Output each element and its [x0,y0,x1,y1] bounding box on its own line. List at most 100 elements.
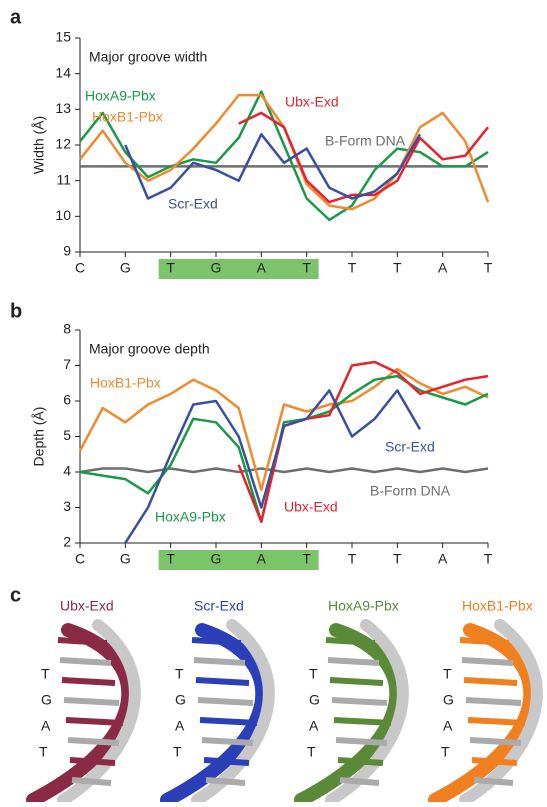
base-pair [331,697,388,706]
base-label: T [41,666,50,682]
series-label: HoxB1-Pbx [90,375,161,391]
base-label: T [309,666,318,682]
y-tick-label: 4 [63,463,71,479]
base-pair [199,717,258,726]
structure-label: Scr-Exd [194,598,244,614]
x-tick-label: G [211,260,222,276]
base-pair [473,777,514,786]
y-tick-label: 8 [63,321,71,337]
base-pair [461,657,514,666]
base-pair [191,637,242,646]
y-tick-label: 6 [63,392,71,408]
x-tick-label: T [302,551,311,567]
y-tick-label: 12 [55,136,71,152]
y-tick-label: 10 [55,207,71,223]
y-tick-label: 9 [63,243,71,259]
backbone [160,623,270,807]
structure-label: Ubx-Exd [60,598,114,614]
base-pair [205,777,246,786]
base-label: A [175,718,185,734]
x-tick-label: T [484,260,493,276]
base-pair [65,717,124,726]
base-label: G [41,692,52,708]
series-line [79,374,489,523]
base-pair [471,757,518,766]
base-pair [469,737,522,746]
x-tick-label: T [302,260,311,276]
y-tick-label: 3 [63,498,71,514]
series-line [79,90,489,222]
series-line [124,389,422,544]
panel-letter: c [10,584,21,606]
y-tick-label: 7 [63,356,71,372]
series-line [79,467,489,474]
series-label: Scr-Exd [168,196,218,212]
backbone [26,623,136,807]
series-line [78,367,489,492]
base-pair [69,757,116,766]
annotation: Major groove depth [89,341,210,357]
base-pair [71,777,112,786]
base-label: A [41,718,51,734]
base-pair [467,717,526,726]
x-tick-label: G [211,551,222,567]
base-pair [61,677,116,686]
series-line [124,133,422,200]
base-pair [197,697,254,706]
series-label: HoxB1-Pbx [92,109,163,125]
base-label: G [309,692,320,708]
y-axis-label: Depth (Å) [31,407,47,467]
series-label: Ubx-Exd [285,94,339,110]
base-pair [59,657,112,666]
base-pair [463,677,518,686]
base-pair [67,737,120,746]
base-label: A [309,718,319,734]
x-tick-label: T [484,551,493,567]
base-label: T [307,744,316,760]
panel-letter: a [10,6,22,28]
y-axis-label: Width (Å) [31,116,47,174]
series-label: HoxA9-Pbx [85,88,156,104]
structure-label: HoxB1-Pbx [462,598,533,614]
base-pair [465,697,522,706]
x-tick-label: T [393,260,402,276]
base-pair [327,657,380,666]
x-tick-label: T [393,551,402,567]
x-tick-label: T [166,551,175,567]
y-tick-label: 14 [55,64,71,80]
base-pair [203,757,250,766]
backbone [428,623,538,807]
highlight [158,259,319,279]
x-tick-label: T [348,551,357,567]
backbone [294,623,404,807]
base-pair [201,737,254,746]
base-pair [63,697,120,706]
base-label: A [443,718,453,734]
y-tick-label: 11 [56,171,71,187]
helix [26,619,141,807]
base-pair [459,637,510,646]
x-tick-label: A [257,551,267,567]
highlight [158,550,319,570]
base-pair [195,677,250,686]
y-tick-label: 15 [55,29,71,45]
x-tick-label: C [75,551,85,567]
panel-letter: b [10,300,22,322]
base-pair [57,637,108,646]
base-pair [339,777,380,786]
x-tick-label: A [257,260,267,276]
structure-label: HoxA9-Pbx [328,598,399,614]
helix [160,619,275,807]
base-label: G [443,692,454,708]
x-tick-label: T [348,260,357,276]
y-tick-label: 13 [55,100,71,116]
x-tick-label: A [438,260,448,276]
y-tick-label: 5 [63,427,71,443]
base-label: T [443,666,452,682]
base-label: T [441,744,450,760]
helix [428,619,543,807]
x-tick-label: G [120,260,131,276]
series-label: B-Form DNA [370,483,451,499]
base-pair [333,717,392,726]
